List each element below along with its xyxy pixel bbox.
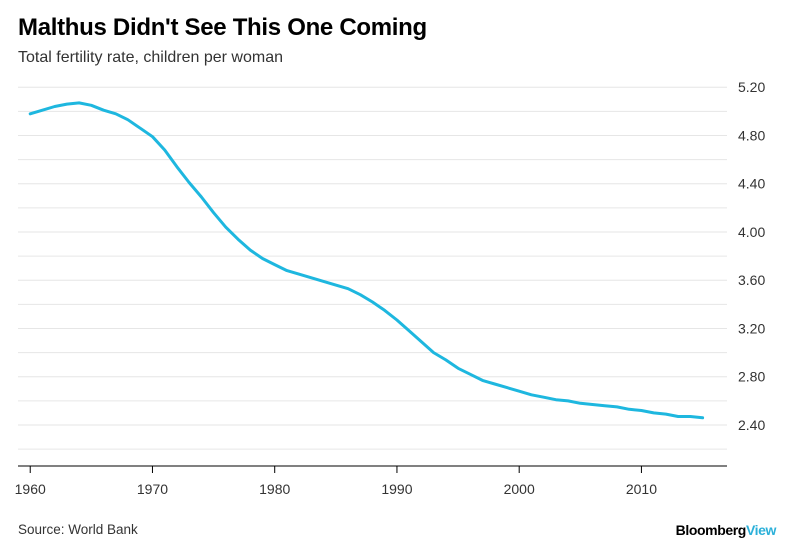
brand-logo-part2: View [745, 522, 776, 538]
x-tick-label: 1970 [137, 481, 168, 497]
x-tick-label: 1960 [15, 481, 46, 497]
brand-logo: BloombergView [675, 522, 777, 538]
x-tick-label: 1990 [381, 481, 412, 497]
grid-lines [18, 86, 727, 450]
chart-subtitle: Total fertility rate, children per woman [18, 49, 283, 66]
chart-title: Malthus Didn't See This One Coming [18, 14, 427, 41]
y-tick-label: 3.60 [738, 272, 765, 288]
x-tick-label: 1980 [259, 481, 290, 497]
y-tick-label: 4.80 [738, 127, 765, 143]
x-axis: 1960 1970 1980 1990 2000 2010 [15, 465, 727, 497]
y-tick-label: 4.40 [738, 176, 765, 192]
brand-logo-part1: Bloomberg [675, 522, 747, 538]
fertility-rate-line [28, 101, 705, 420]
x-tick-label: 2010 [626, 481, 657, 497]
y-tick-label: 2.80 [738, 369, 765, 385]
y-tick-label: 4.00 [738, 224, 765, 240]
source-note: Source: World Bank [18, 522, 138, 537]
y-tick-label: 2.40 [738, 417, 765, 433]
series-layer [28, 101, 705, 420]
y-axis-tick-labels: 2.40 2.80 3.20 3.60 4.00 4.40 4.80 5.20 [738, 79, 765, 433]
y-tick-label: 5.20 [738, 79, 765, 95]
y-tick-label: 3.20 [738, 320, 765, 336]
x-tick-label: 2000 [504, 481, 535, 497]
